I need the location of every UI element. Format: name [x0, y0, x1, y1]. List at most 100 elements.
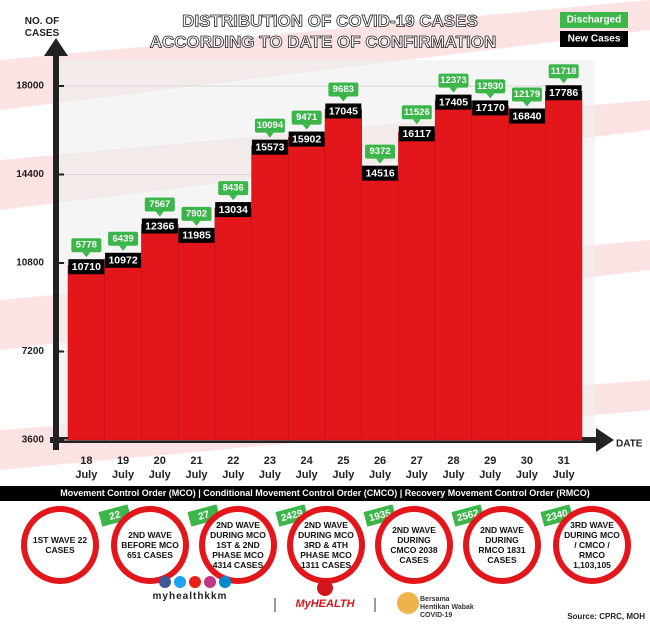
legend-label: New Cases — [568, 34, 621, 45]
discharged-pointer — [82, 252, 91, 258]
legend-swatch — [560, 31, 628, 47]
phase-badge-label: 27 — [197, 509, 211, 523]
discharged-marker — [291, 110, 322, 125]
phase-circle — [293, 512, 359, 578]
value-label-box — [545, 85, 582, 101]
x-tick-label: 27 July — [405, 455, 428, 481]
phase-text: 2ND WAVE DURING RMCO 1831 CASES — [478, 525, 526, 565]
discharged-pointer — [265, 132, 274, 138]
discharged-label: 6439 — [113, 233, 134, 244]
phase-circle — [117, 512, 183, 578]
campaign-icon — [397, 592, 419, 614]
campaign: Bersama Hentikan Wabak COVID-19 — [420, 596, 474, 619]
social-icon — [189, 576, 201, 588]
order-bar: Movement Control Order (MCO) | Condition… — [0, 486, 650, 501]
y-tick-label: 10800 — [16, 258, 44, 269]
discharged-marker — [328, 82, 359, 97]
phase-circle — [469, 512, 535, 578]
discharged-marker — [71, 238, 102, 253]
chart-subtitle: ACCORDING TO DATE OF CONFIRMATION — [150, 32, 497, 51]
discharged-marker — [475, 79, 506, 94]
discharged-marker — [401, 105, 432, 120]
value-label-box — [68, 259, 105, 275]
value-label-box — [105, 252, 142, 268]
phase-text: 2ND WAVE BEFORE MCO 651 CASES — [121, 530, 179, 560]
discharged-label: 9471 — [296, 112, 318, 123]
value-label: 17786 — [549, 87, 578, 99]
discharged-label: 7902 — [186, 208, 207, 219]
x-tick-label: 25 July — [332, 455, 355, 481]
discharged-label: 12179 — [514, 89, 540, 100]
social-icon — [159, 576, 171, 588]
x-tick-label: 18 July — [75, 455, 98, 481]
discharged-label: 8436 — [223, 183, 244, 194]
x-tick-label: 31 July — [552, 455, 575, 481]
value-label-box — [215, 202, 252, 218]
x-tick-label: 30 July — [515, 455, 538, 481]
x-tick-label: 26 July — [369, 455, 392, 481]
discharged-label: 5778 — [76, 240, 97, 251]
discharged-label: 9683 — [333, 84, 354, 95]
value-label-box — [398, 126, 435, 142]
y-axis-arrow — [44, 38, 68, 56]
value-label-box — [251, 139, 288, 155]
discharged-label: 12373 — [440, 75, 466, 86]
x-axis-title: DATE — [616, 439, 643, 450]
discharged-label: 11718 — [551, 66, 577, 77]
discharged-pointer — [449, 87, 458, 93]
value-label-box — [435, 94, 472, 110]
discharged-pointer — [192, 220, 201, 226]
brand: MyHEALTH — [295, 598, 355, 610]
discharged-label: 11526 — [404, 107, 430, 118]
phase-text: 1ST WAVE 22 CASES — [32, 535, 88, 555]
value-label: 17170 — [476, 102, 505, 114]
bar — [214, 207, 252, 441]
discharged-marker — [365, 144, 396, 159]
bar — [288, 137, 326, 441]
value-label: 15573 — [255, 141, 284, 153]
discharged-label: 9372 — [370, 146, 391, 157]
phase-badge-label: 22 — [108, 509, 122, 523]
bar — [67, 264, 105, 441]
bar — [471, 106, 509, 441]
value-label-box — [141, 218, 178, 234]
x-tick-label: 24 July — [295, 455, 318, 481]
phase-text: 3RD WAVE DURING MCO / CMCO / RMCO 1,103,… — [564, 520, 620, 570]
y-tick-label: 14400 — [16, 169, 44, 180]
bar — [141, 224, 179, 441]
y-tick-label: 3600 — [22, 435, 45, 446]
x-tick-label: 22 July — [222, 455, 245, 481]
legend-swatch — [560, 12, 628, 28]
discharged-marker — [144, 197, 175, 212]
value-label: 16117 — [402, 128, 431, 140]
discharged-marker — [511, 87, 542, 102]
y-tick-label: 7200 — [22, 346, 45, 357]
discharged-pointer — [522, 101, 531, 107]
social-icon — [204, 576, 216, 588]
phase-circle — [205, 512, 271, 578]
value-label-box — [508, 108, 545, 124]
discharged-marker — [181, 206, 212, 221]
x-axis-arrow — [596, 428, 614, 452]
discharged-label: 12930 — [477, 81, 503, 92]
x-tick-label: 29 July — [479, 455, 502, 481]
value-label: 10710 — [72, 261, 101, 273]
bar — [361, 171, 399, 441]
value-label: 17405 — [439, 96, 468, 108]
discharged-marker — [218, 181, 249, 196]
brand-icon — [317, 580, 333, 596]
value-label: 12366 — [145, 220, 174, 232]
source: Source: CPRC, MOH — [567, 612, 645, 621]
bar — [545, 91, 583, 441]
y-axis-title: NO. OF CASES — [24, 16, 60, 39]
bar — [251, 145, 289, 441]
social-icon — [219, 576, 231, 588]
phase-text: 2ND WAVE DURING CMCO 2038 CASES — [390, 525, 438, 565]
phase-circle — [559, 512, 625, 578]
discharged-label: 7567 — [149, 199, 170, 210]
value-label-box — [472, 100, 509, 116]
value-label-box — [325, 103, 362, 119]
value-label: 17045 — [329, 105, 358, 117]
bar — [324, 109, 362, 441]
